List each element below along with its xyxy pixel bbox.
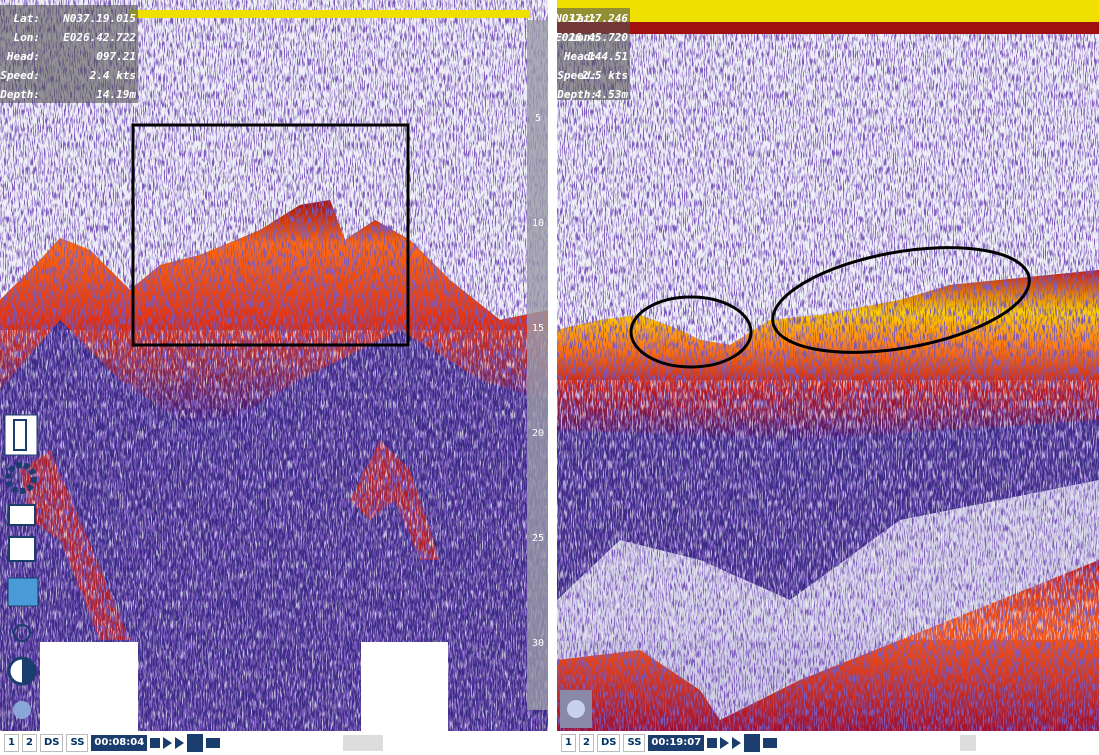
info-value: N037.17.246 [554,12,628,25]
toolbar-button[interactable]: SS [66,734,88,752]
info-value: 144.51 [588,50,628,63]
toolbar-button[interactable]: 2 [579,734,594,752]
depth-label: 10 [532,218,544,229]
time-display: 00:19:07 [648,735,704,751]
mode-button[interactable] [744,734,760,752]
toolbar-right: 1 2 DS SS 00:19:07 [561,731,976,755]
mode-button[interactable] [187,734,203,752]
info-value: N037.19.015 [62,12,136,25]
toolbar-button[interactable]: 1 [4,734,19,752]
info-value: E026.42.722 [63,31,136,44]
depth-label: 20 [532,428,544,439]
info-value: 2.4 kts [89,69,136,82]
depth-label: 15 [532,323,544,334]
camera-button[interactable] [763,738,777,748]
toolbar-left: 1 2 DS SS 00:08:04 [4,731,383,755]
info-value: 2.5 kts [581,69,628,82]
toolbar-button[interactable]: 2 [22,734,37,752]
info-label: Depth: [0,88,40,101]
info-label: Speed: [0,69,40,82]
screen: Lat: N037.19.015 Lon: E026.42.722 Head: 097.2… [0,0,1099,755]
fast-forward-button[interactable] [175,737,184,749]
info-value: 14.19m [96,88,136,101]
play-button[interactable] [720,737,729,749]
left-echogram: Lat: N037.19.015 Lon: E026.42.722 Head: 097.2… [0,0,548,731]
stop-button[interactable] [707,738,717,748]
fast-forward-button[interactable] [732,737,741,749]
info-label: Lat: [14,12,41,25]
scrollbar[interactable] [960,735,976,751]
info-label: Depth: [556,88,597,101]
play-button[interactable] [163,737,172,749]
info-value: 097.21 [96,50,136,63]
toolbar-button[interactable]: DS [597,734,621,752]
toolbar-button[interactable]: SS [623,734,645,752]
scrollbar[interactable] [343,735,383,751]
depth-label: 30 [532,638,544,649]
info-label: Head: [6,50,40,63]
camera-button[interactable] [206,738,220,748]
time-display: 00:08:04 [91,735,147,751]
depth-label: 25 [532,533,544,544]
info-value: E026.45.720 [555,31,628,44]
toolbar-button[interactable]: DS [40,734,64,752]
info-value: 4.53m [595,88,628,101]
depth-label: 5 [535,113,541,124]
stop-button[interactable] [150,738,160,748]
right-echogram: Lat:N037.17.246Lon:E026.45.720Head:144.5… [554,0,1099,731]
toolbar-button[interactable]: 1 [561,734,576,752]
info-label: Lon: [14,31,41,44]
echograms: Lat: N037.19.015 Lon: E026.42.722 Head: 097.2… [0,0,1099,731]
